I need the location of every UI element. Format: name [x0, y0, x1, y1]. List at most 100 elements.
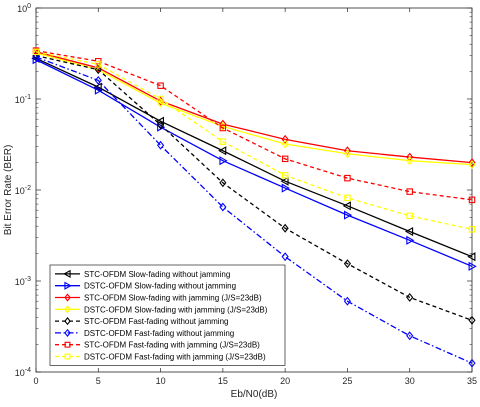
point-marker-square	[95, 61, 102, 68]
legend-entry: DSTC-OFDM Fast-fading without jamming	[55, 328, 234, 338]
point-marker-square	[406, 212, 413, 220]
point-marker-triangle-right	[64, 281, 72, 290]
legend-entry: DSTC-OFDM Fast-fading with jamming (J/S=…	[55, 353, 266, 362]
y-tick-label: 10-1	[15, 94, 31, 105]
y-tick-base: 10	[15, 368, 25, 378]
y-axis-label: Bit Error Rate (BER)	[3, 145, 14, 236]
point-marker-triangle-left	[404, 226, 414, 237]
legend-label: STC-OFDM Slow-fading without jamming	[84, 270, 230, 279]
legend-entry: STC-OFDM Slow-fading without jamming	[55, 269, 230, 279]
x-tick-label: 5	[96, 376, 101, 386]
point-marker-diamond	[281, 252, 289, 262]
point-marker-diamond	[64, 317, 71, 326]
point-marker-diamond	[406, 331, 414, 341]
point-marker-triangle-right	[468, 261, 477, 271]
point-marker-triangle-left	[155, 116, 165, 126]
point-marker-triangle-left	[93, 82, 102, 92]
series-lines	[31, 47, 477, 368]
series-line	[35, 51, 473, 164]
point-marker-square	[468, 226, 476, 233]
point-marker-diamond	[94, 75, 102, 85]
y-tick-exponent: -1	[25, 94, 31, 101]
y-tick-exponent: -4	[25, 367, 31, 374]
point-marker-diamond	[406, 292, 414, 302]
point-marker-diamond	[343, 259, 352, 269]
point-marker-square	[219, 138, 227, 145]
y-tick-exponent: -2	[25, 185, 31, 192]
point-marker-triangle-left	[280, 176, 289, 186]
point-marker-diamond	[219, 178, 227, 188]
y-tick-base: 10	[15, 95, 25, 105]
y-tick-base: 10	[15, 186, 25, 196]
legend-entry: STC-OFDM Fast-fading without jamming	[55, 317, 228, 326]
y-tick-base: 10	[17, 4, 27, 14]
point-marker-diamond	[281, 223, 289, 233]
point-marker-diamond	[64, 305, 71, 314]
point-marker-diamond	[156, 140, 165, 150]
legend-entry: DSTC-OFDM Slow-fading without jamming	[55, 281, 236, 291]
point-marker-square	[406, 188, 413, 195]
legend-label: DSTC-OFDM Slow-fading without jamming	[84, 282, 236, 291]
point-marker-square	[64, 353, 71, 360]
y-tick-base: 10	[15, 277, 25, 287]
x-tick-label: 10	[156, 376, 166, 386]
series-5	[32, 51, 476, 325]
series-line	[35, 59, 473, 267]
legend-label: STC-OFDM Slow-fading with jamming (J/S=2…	[84, 294, 262, 303]
legend-entry: STC-OFDM Fast-fading with jamming (J/S=2…	[55, 341, 260, 350]
point-marker-triangle-right	[406, 235, 415, 245]
point-marker-diamond	[64, 293, 71, 302]
point-marker-square	[281, 155, 289, 163]
point-marker-diamond	[468, 158, 476, 168]
point-marker-square	[219, 124, 227, 132]
point-marker-diamond	[156, 120, 165, 130]
point-marker-diamond	[64, 328, 71, 337]
y-tick-label: 10-2	[15, 185, 31, 196]
series-line	[35, 56, 473, 364]
point-marker-diamond	[219, 202, 227, 212]
point-marker-triangle-left	[218, 146, 227, 156]
legend-box	[49, 264, 286, 366]
y-tick-exponent: -3	[25, 276, 31, 283]
point-marker-triangle-left	[63, 269, 71, 279]
point-marker-diamond	[468, 358, 476, 368]
legend-entry: DSTC-OFDM Slow-fading with jamming (J/S=…	[55, 305, 268, 314]
point-marker-square	[157, 82, 164, 89]
point-marker-square	[468, 196, 476, 204]
legend-label: STC-OFDM Fast-fading without jamming	[84, 317, 228, 326]
point-marker-diamond	[406, 156, 414, 166]
legend-label: DSTC-OFDM Fast-fading with jamming (J/S=…	[84, 353, 266, 362]
y-tick-label: 100	[17, 3, 31, 14]
x-tick-label: 0	[33, 376, 38, 386]
point-marker-triangle-right	[219, 156, 228, 166]
point-marker-square	[32, 48, 40, 56]
x-tick-label: 30	[405, 376, 415, 386]
point-marker-triangle-right	[94, 85, 104, 95]
x-tick-label: 20	[280, 376, 290, 386]
x-axis-label: Eb/N0(dB)	[231, 389, 278, 400]
point-marker-square	[157, 95, 164, 103]
point-marker-square	[64, 341, 71, 348]
series-line	[35, 51, 473, 230]
point-marker-diamond	[281, 134, 289, 144]
series-1	[31, 53, 476, 262]
y-tick-label: 10-3	[15, 276, 31, 287]
point-marker-diamond	[468, 160, 476, 170]
point-marker-triangle-left	[342, 201, 351, 211]
point-marker-triangle-right	[343, 210, 353, 220]
point-marker-diamond	[281, 139, 289, 149]
point-marker-diamond	[468, 315, 476, 325]
point-marker-square	[344, 174, 351, 182]
y-tick-exponent: 0	[27, 3, 31, 10]
point-marker-diamond	[343, 296, 352, 306]
series-line	[35, 57, 473, 258]
legend-entry: STC-OFDM Slow-fading with jamming (J/S=2…	[55, 293, 262, 303]
x-tick-label: 15	[218, 376, 228, 386]
series-line	[35, 54, 473, 321]
legend-label: STC-OFDM Fast-fading with jamming (J/S=2…	[84, 341, 260, 350]
point-marker-diamond	[94, 65, 102, 75]
point-marker-diamond	[32, 52, 40, 62]
series-6	[32, 52, 476, 368]
legend: STC-OFDM Slow-fading without jamming DSTC…	[49, 264, 286, 366]
